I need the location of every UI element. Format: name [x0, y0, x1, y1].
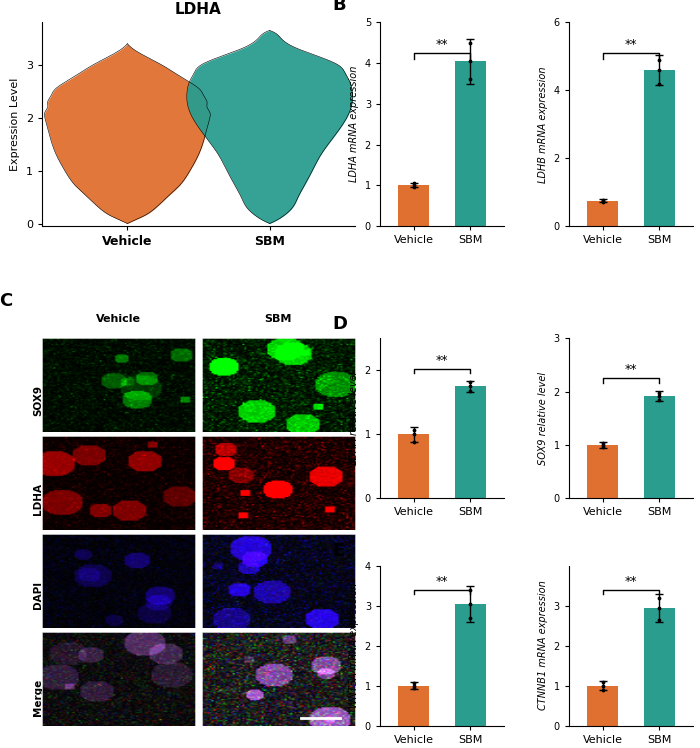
Text: E: E — [332, 542, 345, 560]
Text: **: ** — [624, 38, 637, 51]
Y-axis label: LDHA relative level: LDHA relative level — [349, 372, 359, 465]
Bar — [455, 387, 486, 498]
Bar — [643, 70, 675, 226]
Y-axis label: Merge: Merge — [33, 678, 43, 716]
Bar — [455, 604, 486, 726]
Text: **: ** — [624, 364, 637, 376]
Text: D: D — [332, 315, 348, 333]
Bar — [587, 200, 618, 226]
Text: Vehicle: Vehicle — [96, 313, 141, 324]
Y-axis label: LDHA: LDHA — [33, 483, 43, 515]
Bar — [643, 396, 675, 498]
Y-axis label: CTNNB1 mRNA expression: CTNNB1 mRNA expression — [538, 580, 548, 711]
Bar — [587, 686, 618, 726]
Text: C: C — [0, 292, 13, 310]
Text: **: ** — [436, 38, 449, 51]
Y-axis label: LDHB mRNA expression: LDHB mRNA expression — [538, 66, 548, 183]
Text: SBM: SBM — [265, 313, 292, 324]
Bar — [398, 686, 429, 726]
Title: LDHA: LDHA — [175, 2, 222, 17]
Y-axis label: LDHA mRNA expression: LDHA mRNA expression — [349, 66, 359, 183]
Text: **: ** — [436, 354, 449, 367]
Bar — [643, 607, 675, 726]
Text: B: B — [332, 0, 346, 14]
Bar — [398, 186, 429, 226]
Y-axis label: WNT5A mRNA expression: WNT5A mRNA expression — [349, 583, 359, 708]
Y-axis label: SOX9 relative level: SOX9 relative level — [538, 372, 548, 465]
Text: **: ** — [624, 575, 637, 588]
Y-axis label: DAPI: DAPI — [33, 581, 43, 609]
Bar — [587, 445, 618, 498]
Text: **: ** — [436, 575, 449, 588]
Y-axis label: Expression Level: Expression Level — [10, 78, 20, 171]
Y-axis label: SOX9: SOX9 — [33, 385, 43, 417]
Bar — [398, 435, 429, 498]
Bar — [455, 61, 486, 226]
